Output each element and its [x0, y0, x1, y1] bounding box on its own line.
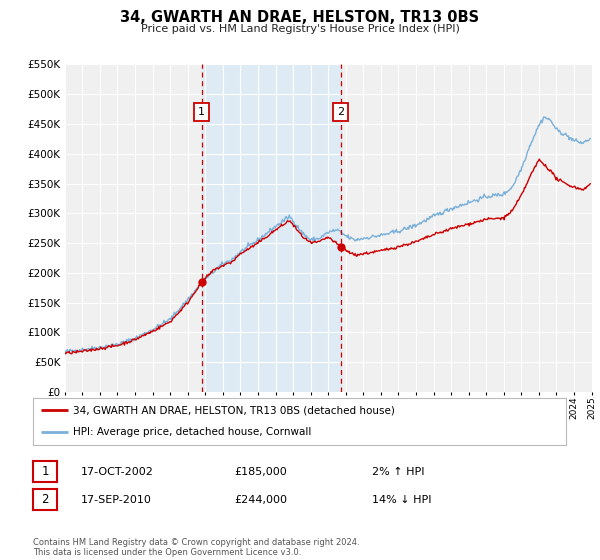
Text: Price paid vs. HM Land Registry's House Price Index (HPI): Price paid vs. HM Land Registry's House … [140, 24, 460, 34]
Text: 17-SEP-2010: 17-SEP-2010 [81, 494, 152, 505]
Text: 34, GWARTH AN DRAE, HELSTON, TR13 0BS: 34, GWARTH AN DRAE, HELSTON, TR13 0BS [121, 10, 479, 25]
Text: 2: 2 [41, 493, 49, 506]
Text: 34, GWARTH AN DRAE, HELSTON, TR13 0BS (detached house): 34, GWARTH AN DRAE, HELSTON, TR13 0BS (d… [73, 405, 395, 416]
Bar [202, 64, 341, 392]
Text: Contains HM Land Registry data © Crown copyright and database right 2024.
This d: Contains HM Land Registry data © Crown c… [33, 538, 359, 557]
Text: 1: 1 [41, 465, 49, 478]
Text: 17-OCT-2002: 17-OCT-2002 [81, 466, 154, 477]
Text: 2: 2 [337, 107, 344, 117]
Text: 14% ↓ HPI: 14% ↓ HPI [372, 494, 431, 505]
Text: 1: 1 [198, 107, 205, 117]
Text: HPI: Average price, detached house, Cornwall: HPI: Average price, detached house, Corn… [73, 427, 311, 437]
Text: 2% ↑ HPI: 2% ↑ HPI [372, 466, 425, 477]
Text: £244,000: £244,000 [234, 494, 287, 505]
Text: £185,000: £185,000 [234, 466, 287, 477]
